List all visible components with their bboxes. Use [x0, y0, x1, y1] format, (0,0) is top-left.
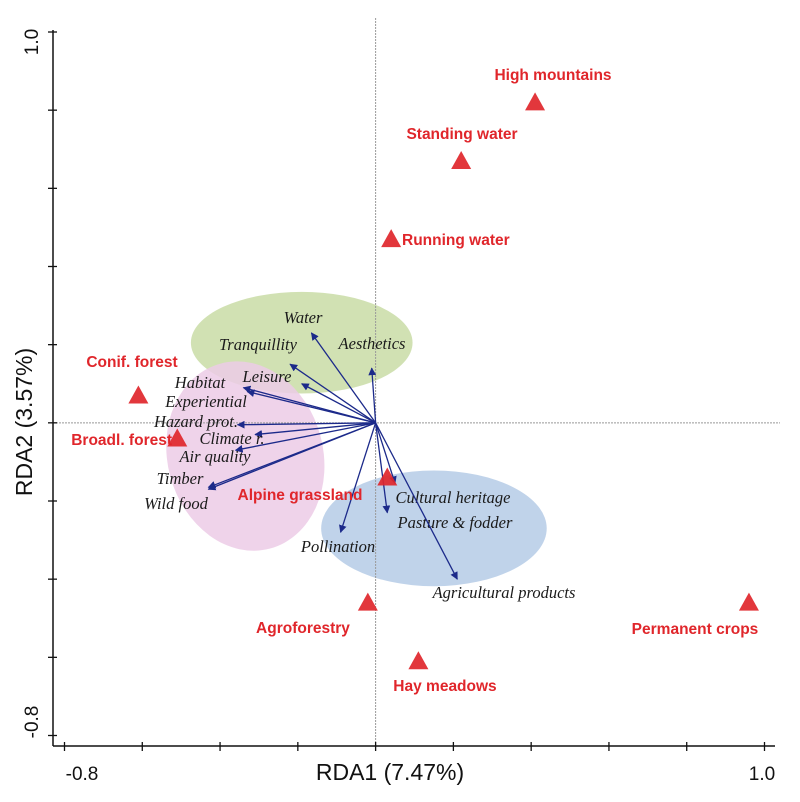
- axis-ticks: [48, 31, 766, 751]
- vector-label: Wild food: [144, 494, 208, 513]
- site-label: Alpine grassland: [238, 487, 363, 504]
- site-triangle-marker: [408, 651, 429, 670]
- vector-arrow: [375, 422, 458, 580]
- vector-arrow: [234, 422, 376, 453]
- axes: -0.8 1.0 -0.8 1.0 RDA1 (7.47%) RDA2 (3.5…: [11, 29, 775, 785]
- vector-label: Aesthetics: [338, 334, 406, 353]
- site-label: Standing water: [406, 126, 517, 143]
- vector-arrow: [374, 422, 397, 485]
- site-label: Permanent crops: [632, 621, 759, 638]
- site-label: Conif. forest: [86, 354, 177, 371]
- site-label: Running water: [402, 232, 510, 249]
- pink-group-ellipse: [166, 361, 325, 551]
- vector-label: Pasture & fodder: [397, 513, 513, 532]
- vector-label: Habitat: [174, 373, 226, 392]
- vector-arrow: [374, 422, 391, 514]
- sites: High mountains Standing water Running wate…: [71, 67, 759, 695]
- x-axis-title: RDA1 (7.47%): [316, 759, 464, 785]
- vector-label: Timber: [157, 469, 204, 488]
- site-triangle-marker: [451, 150, 472, 169]
- y-tick-label-max: 1.0: [22, 29, 43, 55]
- site-triangle-marker: [357, 592, 378, 611]
- x-tick-label-max: 1.0: [749, 764, 775, 785]
- blue-group-ellipse: [321, 470, 547, 587]
- vector-label: Hazard prot.: [153, 412, 238, 431]
- site-label: Broadl. forest: [71, 432, 172, 449]
- site-triangle-marker: [377, 467, 398, 486]
- site-triangle-marker: [381, 229, 402, 248]
- vector-label: Pollination: [300, 537, 375, 556]
- vector-label: Climate r.: [199, 429, 264, 448]
- vector-label: Experiential: [164, 392, 247, 411]
- x-tick-label-min: -0.8: [66, 764, 99, 785]
- y-axis-title: RDA2 (3.57%): [11, 348, 37, 496]
- vector-arrow: [301, 383, 376, 424]
- vector-label: Air quality: [178, 447, 251, 466]
- vector-arrow: [310, 332, 377, 424]
- vectors: Water Tranquillity Aesthetics Leisure Habita…: [144, 308, 575, 602]
- site-label: Agroforestry: [256, 620, 350, 637]
- site-triangle-marker: [738, 592, 759, 611]
- vector-arrow: [254, 422, 376, 438]
- vector-label: Water: [284, 308, 323, 327]
- vector-label: Cultural heritage: [395, 488, 510, 507]
- group-ellipses: [166, 291, 547, 587]
- vector-arrow: [207, 422, 376, 491]
- vector-arrow: [368, 367, 377, 423]
- site-label: Hay meadows: [393, 678, 496, 695]
- vector-label: Tranquillity: [219, 335, 298, 354]
- site-triangle-marker: [128, 385, 149, 404]
- vector-arrow: [289, 363, 376, 424]
- vector-label: Leisure: [242, 367, 292, 386]
- site-label: High mountains: [494, 67, 611, 84]
- y-tick-label-min: -0.8: [22, 706, 43, 739]
- vector-arrow: [236, 420, 376, 429]
- site-triangle-marker: [167, 428, 188, 447]
- vector-label: Agricultural products: [432, 583, 576, 602]
- site-triangle-marker: [525, 92, 546, 111]
- vector-arrow: [246, 389, 376, 424]
- vector-arrow: [339, 422, 377, 534]
